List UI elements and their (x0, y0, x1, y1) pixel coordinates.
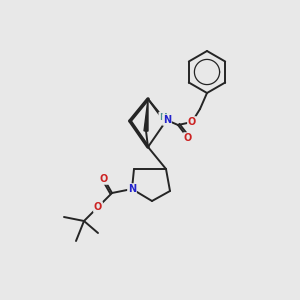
Text: O: O (184, 133, 192, 143)
Text: O: O (188, 117, 196, 127)
Text: O: O (100, 174, 108, 184)
Text: N: N (128, 184, 136, 194)
Polygon shape (144, 99, 148, 131)
Text: H: H (159, 112, 167, 122)
Text: N: N (163, 115, 171, 125)
Text: O: O (94, 202, 102, 212)
